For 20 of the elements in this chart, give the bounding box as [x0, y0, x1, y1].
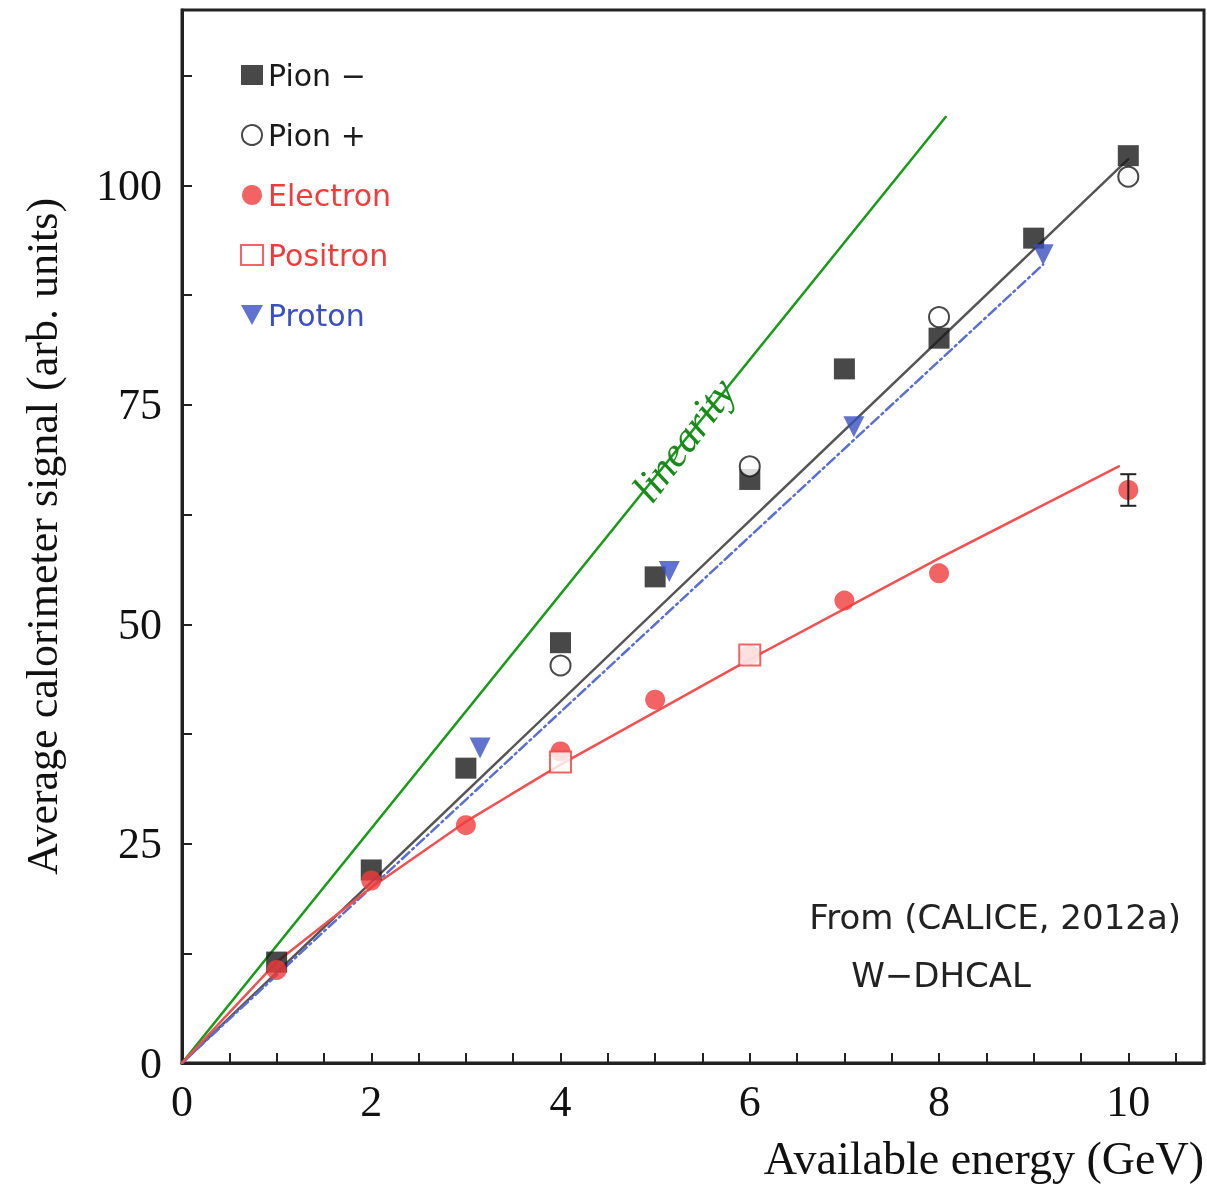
annotation: W−DHCAL [851, 955, 1032, 995]
legend-label: Electron [268, 177, 392, 213]
x-tick-label: 6 [738, 1076, 761, 1126]
x-tick-label: 0 [171, 1076, 193, 1126]
x-tick-label: 8 [928, 1076, 951, 1126]
legend-label: Positron [268, 237, 389, 273]
x-tick-label: 4 [549, 1076, 572, 1126]
annotation: From (CALICE, 2012a) [809, 897, 1182, 937]
y-tick-label: 50 [118, 599, 162, 649]
x-tick-label: 10 [1106, 1076, 1151, 1126]
y-tick-label: 0 [140, 1038, 162, 1088]
y-axis-title: Average calorimeter signal (arb. units) [17, 197, 67, 876]
x-tick-label: 2 [360, 1076, 383, 1126]
legend-label: Pion + [268, 117, 366, 153]
y-tick-label: 100 [96, 161, 162, 210]
y-tick-label: 25 [118, 819, 162, 869]
legend-label: Proton [268, 297, 365, 333]
x-axis-title: Available energy (GeV) [763, 1132, 1204, 1184]
legend-label: Pion − [268, 57, 366, 93]
y-tick-label: 75 [118, 380, 162, 430]
